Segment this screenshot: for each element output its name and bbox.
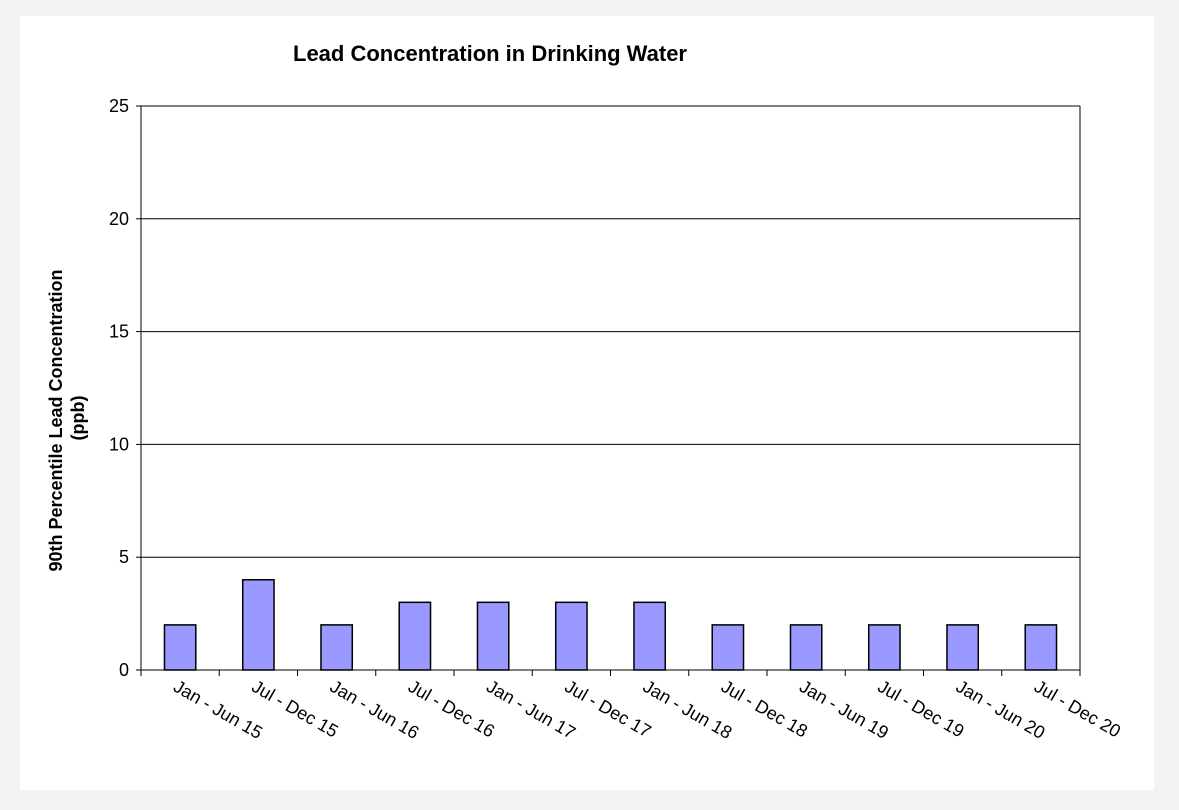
bar: [1024, 624, 1058, 671]
y-axis-label: 90th Percentile Lead Concentration (ppb): [46, 264, 88, 571]
bar: [946, 624, 980, 671]
bar: [163, 624, 197, 671]
bar: [711, 624, 745, 671]
chart-title: Lead Concentration in Drinking Water: [293, 41, 687, 66]
bar-chart: Lead Concentration in Drinking Water 90t…: [46, 41, 1124, 743]
y-tick-label: 15: [109, 322, 129, 342]
bar: [789, 624, 823, 671]
bar: [633, 601, 667, 671]
bar: [554, 601, 588, 671]
y-tick-label: 10: [109, 434, 129, 454]
y-tick-label: 5: [119, 547, 129, 567]
y-tick-label: 0: [119, 660, 129, 680]
y-axis-label-line-1: 90th Percentile Lead Concentration: [46, 269, 66, 571]
y-axis-label-line-2: (ppb): [68, 396, 88, 441]
bar: [320, 624, 354, 671]
chart-card: Lead Concentration in Drinking Water 90t…: [20, 16, 1154, 790]
bar: [867, 624, 901, 671]
y-tick-label: 20: [109, 209, 129, 229]
y-tick-label: 25: [109, 96, 129, 116]
bar: [476, 601, 510, 671]
bar: [398, 601, 432, 671]
bar: [241, 579, 275, 671]
